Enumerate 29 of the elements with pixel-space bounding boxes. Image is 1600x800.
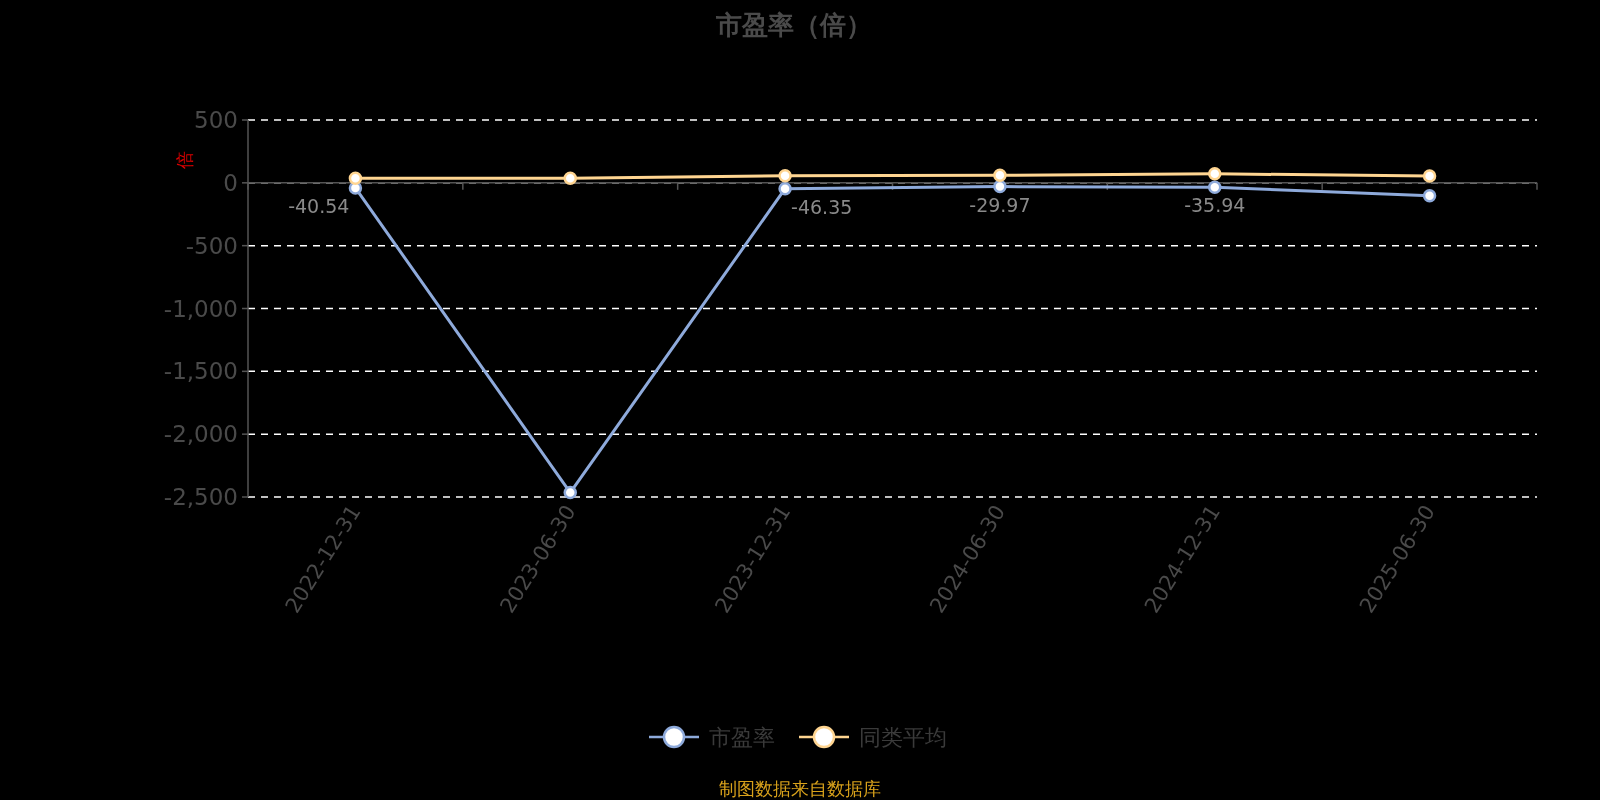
annotation: 制图数据来自数据库	[719, 778, 881, 799]
point	[563, 171, 577, 186]
point	[778, 181, 792, 196]
data-label: -40.54	[288, 194, 350, 217]
y-tick-label: -2,000	[163, 421, 238, 448]
point	[993, 168, 1007, 183]
legend-item: 同类平均	[799, 725, 947, 750]
y-tick-label: -2,500	[163, 484, 238, 510]
point	[993, 179, 1007, 194]
y-tick-label: -1,500	[163, 358, 238, 385]
point	[778, 169, 792, 183]
y-tick-label: 0	[223, 169, 238, 196]
point	[348, 171, 363, 186]
point	[1208, 167, 1222, 181]
data-label: -35.94	[1184, 194, 1246, 217]
y-tick-label: 500	[194, 107, 238, 133]
legend-label: 同类平均	[859, 725, 947, 750]
legend-item: 市盈率	[649, 725, 775, 750]
legend-label: 市盈率	[709, 725, 775, 750]
point	[1422, 169, 1437, 183]
title: 市盈率（倍）	[716, 10, 872, 40]
y-tick-label: -500	[185, 232, 238, 259]
data-label: -46.35	[791, 195, 853, 218]
point	[1208, 180, 1222, 195]
y-tick-label: -1,000	[163, 295, 238, 322]
y-axis-title: 倍	[174, 151, 195, 169]
data-label: -29.97	[969, 193, 1031, 216]
point	[1422, 188, 1437, 203]
point	[563, 485, 577, 500]
